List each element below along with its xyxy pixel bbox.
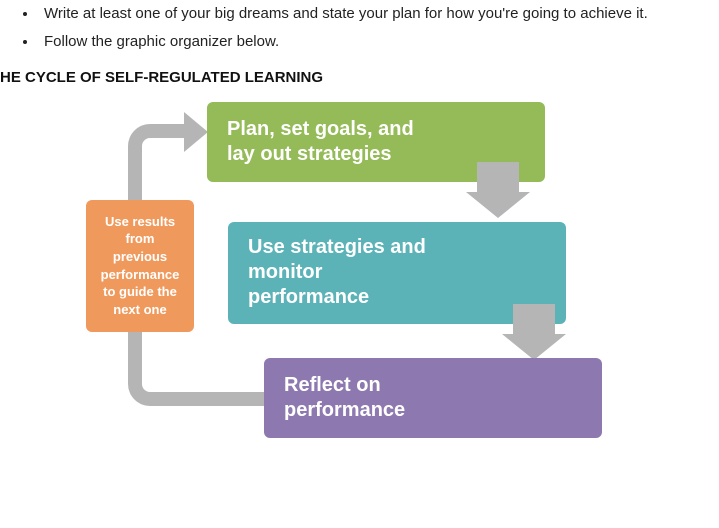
instruction-list: Write at least one of your big dreams an… <box>0 0 719 53</box>
plan-line1: Plan, set goals, and <box>227 117 414 142</box>
use-line3: performance <box>248 285 369 310</box>
results-line3: previous <box>113 248 167 266</box>
instruction-item-1: Write at least one of your big dreams an… <box>38 4 719 24</box>
reflect-line1: Reflect on <box>284 373 381 398</box>
reflect-line2: performance <box>284 398 405 423</box>
results-line5: to guide the <box>103 283 177 301</box>
reflect-box: Reflect on performance <box>264 358 602 438</box>
instruction-item-2: Follow the graphic organizer below. <box>38 32 719 52</box>
arrow-results-to-plan-head <box>184 112 208 152</box>
section-title: HE CYCLE OF SELF-REGULATED LEARNING <box>0 69 719 86</box>
results-line6: next one <box>113 301 166 319</box>
use-line1: Use strategies and <box>248 235 426 260</box>
results-line1: Use results <box>105 213 175 231</box>
plan-line2: lay out strategies <box>227 142 392 167</box>
use-results-box: Use results from previous performance to… <box>86 200 194 332</box>
arrow-use-to-reflect <box>502 304 566 360</box>
cycle-diagram: Plan, set goals, and lay out strategies … <box>0 90 719 500</box>
results-line4: performance <box>101 266 180 284</box>
results-line2: from <box>126 230 155 248</box>
arrow-results-to-plan-stem <box>128 124 188 200</box>
arrow-plan-to-use <box>466 162 530 218</box>
use-line2: monitor <box>248 260 322 285</box>
connector-reflect-to-results <box>128 332 266 406</box>
